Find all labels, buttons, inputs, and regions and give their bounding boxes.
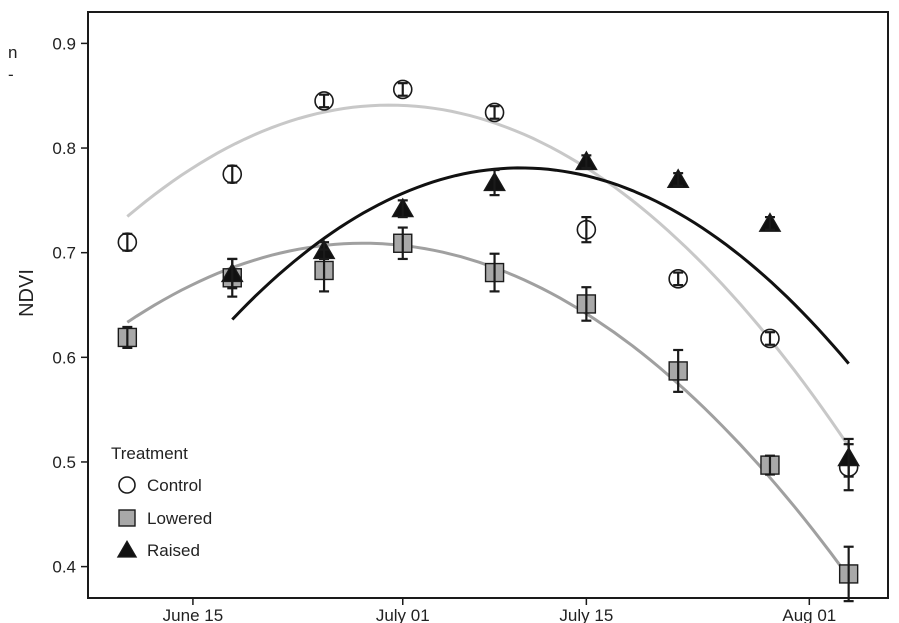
y-axis-title: NDVI	[16, 269, 38, 317]
legend-marker-lowered	[118, 509, 136, 527]
data-points	[117, 79, 861, 584]
legend-marker-control	[118, 476, 136, 494]
legend: Treatment Control Lowered Raised	[111, 444, 212, 560]
y-tick-label: 0.5	[52, 453, 76, 472]
error-bars	[122, 82, 854, 603]
x-tick-label: June 15	[163, 606, 224, 623]
fit-curve-control	[126, 103, 850, 448]
legend-marker-raised	[116, 540, 138, 558]
legend-title: Treatment	[111, 444, 188, 463]
y-tick-label: 0.4	[52, 558, 76, 577]
x-tick-label: July 01	[376, 606, 430, 623]
y-tick-label: 0.9	[52, 34, 76, 53]
fit-curve-raised	[231, 166, 850, 365]
plot-frame	[87, 11, 889, 599]
y-tick-label: 0.8	[52, 139, 76, 158]
fit-curve-lowered	[126, 241, 850, 578]
side-text-1: n	[8, 43, 17, 62]
legend-label-raised: Raised	[147, 541, 200, 560]
legend-label-lowered: Lowered	[147, 509, 212, 528]
side-text-2: -	[8, 65, 14, 84]
y-tick-label: 0.7	[52, 244, 76, 263]
x-axis-ticks: June 15 July 01 July 15 Aug 01	[163, 598, 836, 623]
y-tick-label: 0.6	[52, 348, 76, 367]
y-axis-ticks: 0.4 0.5 0.6 0.7 0.8 0.9	[52, 34, 88, 577]
x-tick-label: July 15	[559, 606, 613, 623]
legend-label-control: Control	[147, 476, 202, 495]
x-tick-label: Aug 01	[782, 606, 836, 623]
